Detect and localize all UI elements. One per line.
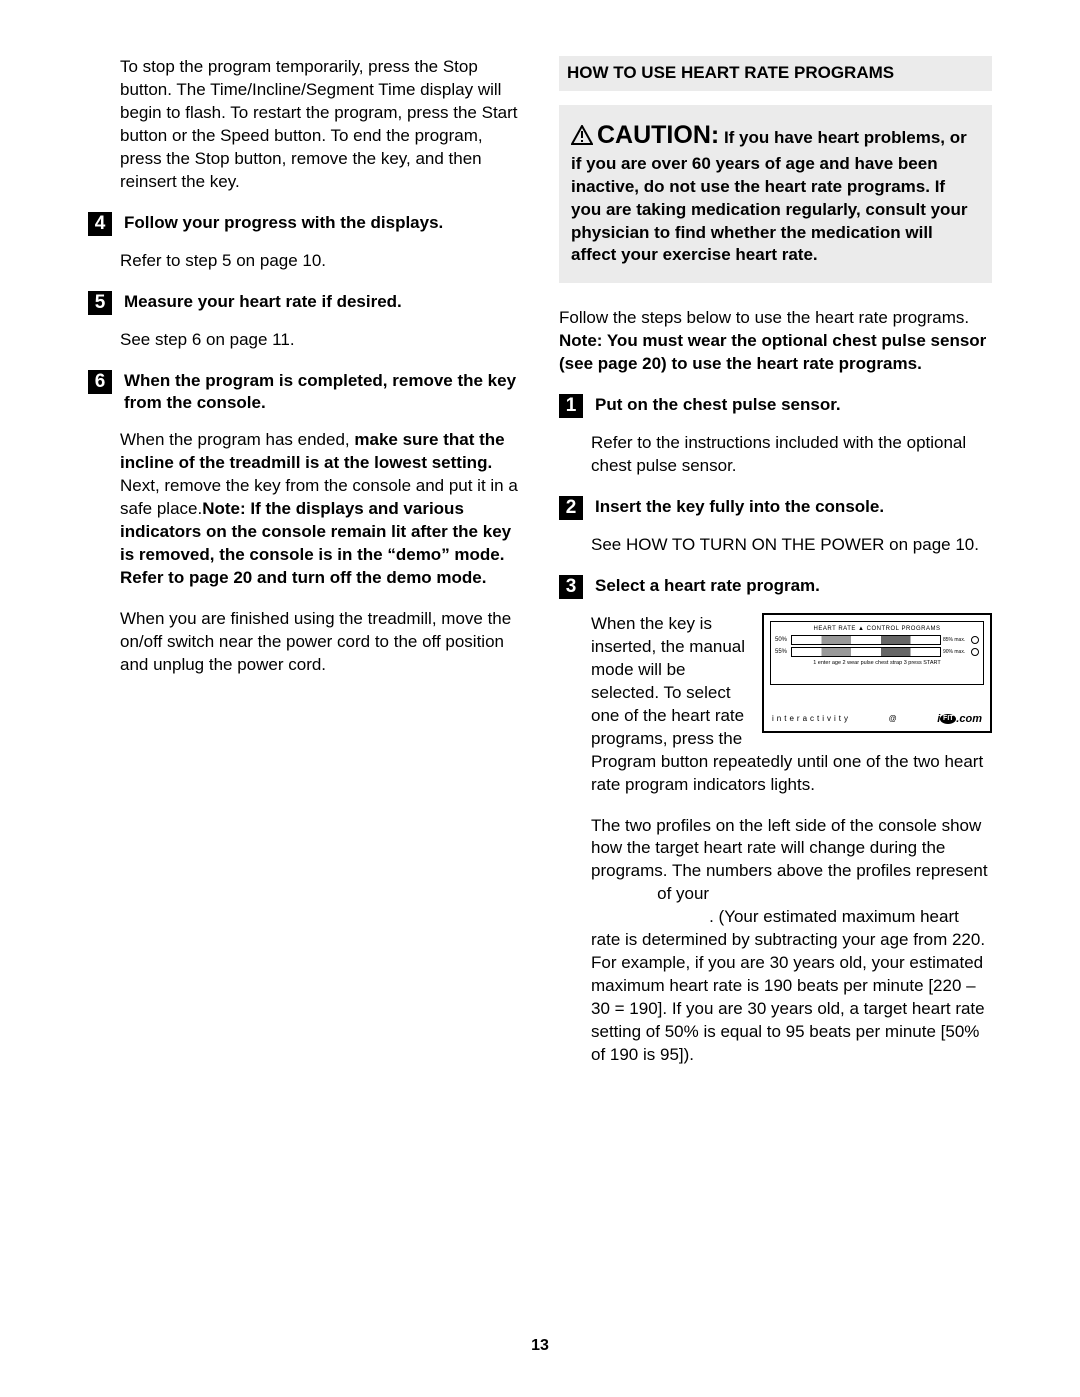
step-6-p1: When the program has ended, make sure th… — [120, 429, 521, 590]
console-diagram: HEART RATE ▲ CONTROL PROGRAMS 50% 85% ma… — [762, 613, 992, 733]
hr-step-3-p2: The two profiles on the left side of the… — [591, 815, 992, 1067]
hr-step-3-p1a: When the key is inserted, the manual mod… — [591, 614, 745, 748]
diagram-instructions: 1 enter age 2 wear pulse chest strap 3 p… — [775, 660, 979, 667]
step-4: 4 Follow your progress with the displays… — [88, 212, 521, 236]
led-2 — [971, 648, 979, 656]
caution-label: CAUTION: — [597, 121, 719, 149]
hr-step-2-body: See HOW TO TURN ON THE POWER on page 10. — [591, 534, 992, 557]
step-5: 5 Measure your heart rate if desired. — [88, 291, 521, 315]
hr-step-number-1: 1 — [559, 394, 583, 418]
profile-row-1: 50% 85% max. — [775, 635, 979, 645]
hr-step-2-title: Insert the key fully into the console. — [595, 496, 992, 519]
intro-paragraph: To stop the program temporarily, press t… — [120, 56, 521, 194]
warning-icon — [571, 125, 593, 152]
follow-steps-intro: Follow the steps below to use the heart … — [559, 307, 992, 376]
step-5-title: Measure your heart rate if desired. — [124, 291, 521, 314]
page-number: 13 — [0, 1335, 1080, 1357]
caution-text: CAUTION: If you have heart problems, or … — [571, 119, 980, 267]
step-number-5: 5 — [88, 291, 112, 315]
step-6-p1-lead: When the program has ended, — [120, 430, 354, 449]
hr-step-number-2: 2 — [559, 496, 583, 520]
interactivity-row: interactivity @ iFIT.com — [772, 712, 982, 727]
hr-step-3-content: HEART RATE ▲ CONTROL PROGRAMS 50% 85% ma… — [591, 613, 992, 1067]
interactivity-label: interactivity — [772, 714, 851, 725]
follow-line-1: Follow the steps below to use the heart … — [559, 308, 969, 327]
led-1 — [971, 636, 979, 644]
step-6: 6 When the program is completed, remove … — [88, 370, 521, 416]
ifit-com: .com — [956, 713, 982, 725]
step-number-4: 4 — [88, 212, 112, 236]
max-90: 90% max. — [943, 649, 969, 656]
hr-step-3: 3 Select a heart rate program. — [559, 575, 992, 599]
section-header: HOW TO USE HEART RATE PROGRAMS — [559, 56, 992, 91]
hr-step-1-title: Put on the chest pulse sensor. — [595, 394, 992, 417]
step-6-p2: When you are finished using the treadmil… — [120, 608, 521, 677]
profile-bar-2 — [791, 647, 941, 657]
manual-page: To stop the program temporarily, press t… — [0, 0, 1080, 1125]
hr-step-3-gap: of your — [591, 884, 714, 903]
diagram-title: HEART RATE ▲ CONTROL PROGRAMS — [775, 625, 979, 633]
caution-box: CAUTION: If you have heart problems, or … — [559, 105, 992, 283]
follow-line-2: Note: You must wear the optional chest p… — [559, 331, 986, 373]
step-4-body: Refer to step 5 on page 10. — [120, 250, 521, 273]
hr-step-3-title: Select a heart rate program. — [595, 575, 992, 598]
step-6-title: When the program is completed, remove th… — [124, 370, 521, 416]
hr-step-3-p2b: . (Your estimated maximum heart rate is … — [591, 907, 985, 1064]
hr-step-3-p2a: The two profiles on the left side of the… — [591, 816, 988, 881]
right-column: HOW TO USE HEART RATE PROGRAMS CAUTION: … — [559, 56, 992, 1085]
pct-50: 50% — [775, 636, 789, 644]
hr-step-number-3: 3 — [559, 575, 583, 599]
step-4-title: Follow your progress with the displays. — [124, 212, 521, 235]
hr-step-2: 2 Insert the key fully into the console. — [559, 496, 992, 520]
hr-step-1: 1 Put on the chest pulse sensor. — [559, 394, 992, 418]
profile-row-2: 55% 90% max. — [775, 647, 979, 657]
profile-bar-1 — [791, 635, 941, 645]
ifit-logo: iFIT.com — [937, 712, 982, 727]
hr-step-1-body: Refer to the instructions included with … — [591, 432, 992, 478]
at-symbol: @ — [889, 714, 900, 725]
pct-55: 55% — [775, 648, 789, 656]
left-column: To stop the program temporarily, press t… — [88, 56, 521, 1085]
max-85: 85% max. — [943, 637, 969, 644]
step-number-6: 6 — [88, 370, 112, 394]
ifit-mid: FIT — [940, 714, 956, 724]
step-5-body: See step 6 on page 11. — [120, 329, 521, 352]
